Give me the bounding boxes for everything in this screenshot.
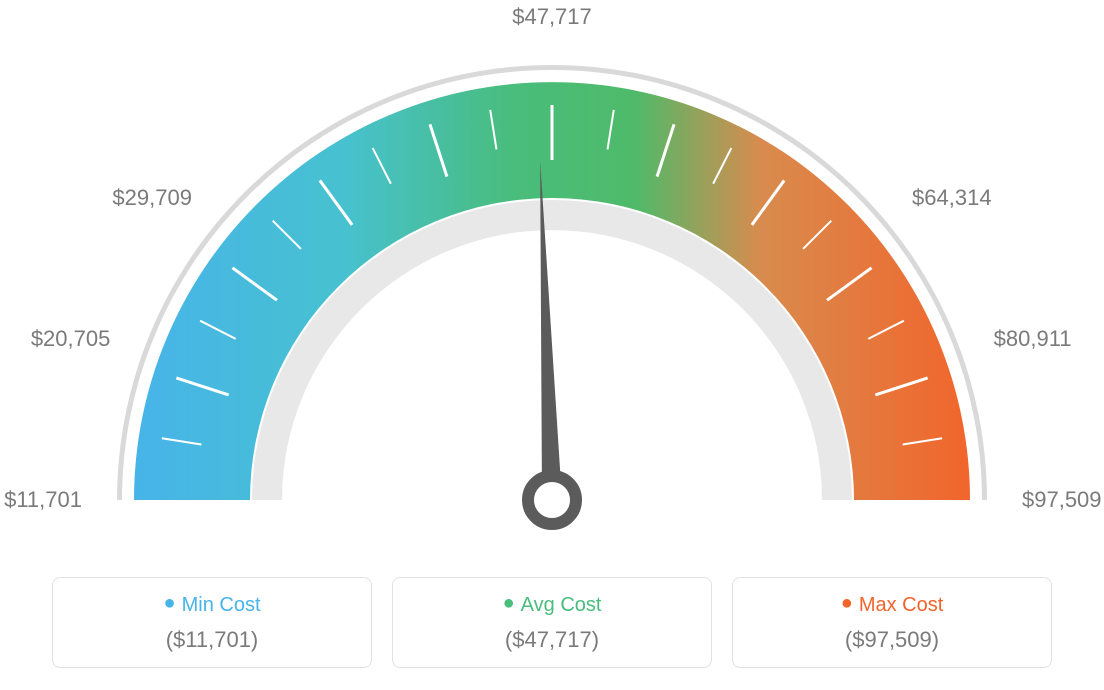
legend-title-text: Max Cost — [859, 594, 943, 616]
dot-icon: ● — [841, 592, 853, 614]
scale-label: $47,717 — [512, 4, 592, 30]
scale-label: $64,314 — [912, 185, 992, 211]
legend-value-max: ($97,509) — [733, 627, 1051, 653]
legend-title-avg: ● Avg Cost — [393, 594, 711, 617]
legend-row: ●Min Cost ($11,701) ●Avg Cost ($47,717) … — [0, 577, 1104, 668]
legend-card-max: ● Max Cost ($97,509) — [732, 577, 1052, 668]
cost-gauge: $11,701 $20,705 $29,709 $47,717 $64,314 $80,9… — [0, 0, 1104, 560]
dot-icon: ● — [503, 592, 515, 614]
legend-title-text: Min Cost — [182, 594, 261, 616]
scale-label: $97,509 — [1022, 487, 1102, 513]
scale-label: $20,705 — [31, 326, 111, 352]
legend-title-min: ● Min Cost — [53, 594, 371, 617]
scale-label: $11,701 — [4, 487, 82, 513]
dot-icon: ● — [164, 592, 176, 614]
gauge-svg — [0, 0, 1104, 560]
scale-label: $29,709 — [112, 185, 192, 211]
legend-card-min: ● Min Cost ($11,701) — [52, 577, 372, 668]
legend-value-min: ($11,701) — [53, 627, 371, 653]
legend-title-text: Avg Cost — [521, 594, 602, 616]
legend-value-avg: ($47,717) — [393, 627, 711, 653]
legend-title-max: ● Max Cost — [733, 594, 1051, 617]
legend-card-avg: ● Avg Cost ($47,717) — [392, 577, 712, 668]
scale-label: $80,911 — [994, 326, 1072, 352]
